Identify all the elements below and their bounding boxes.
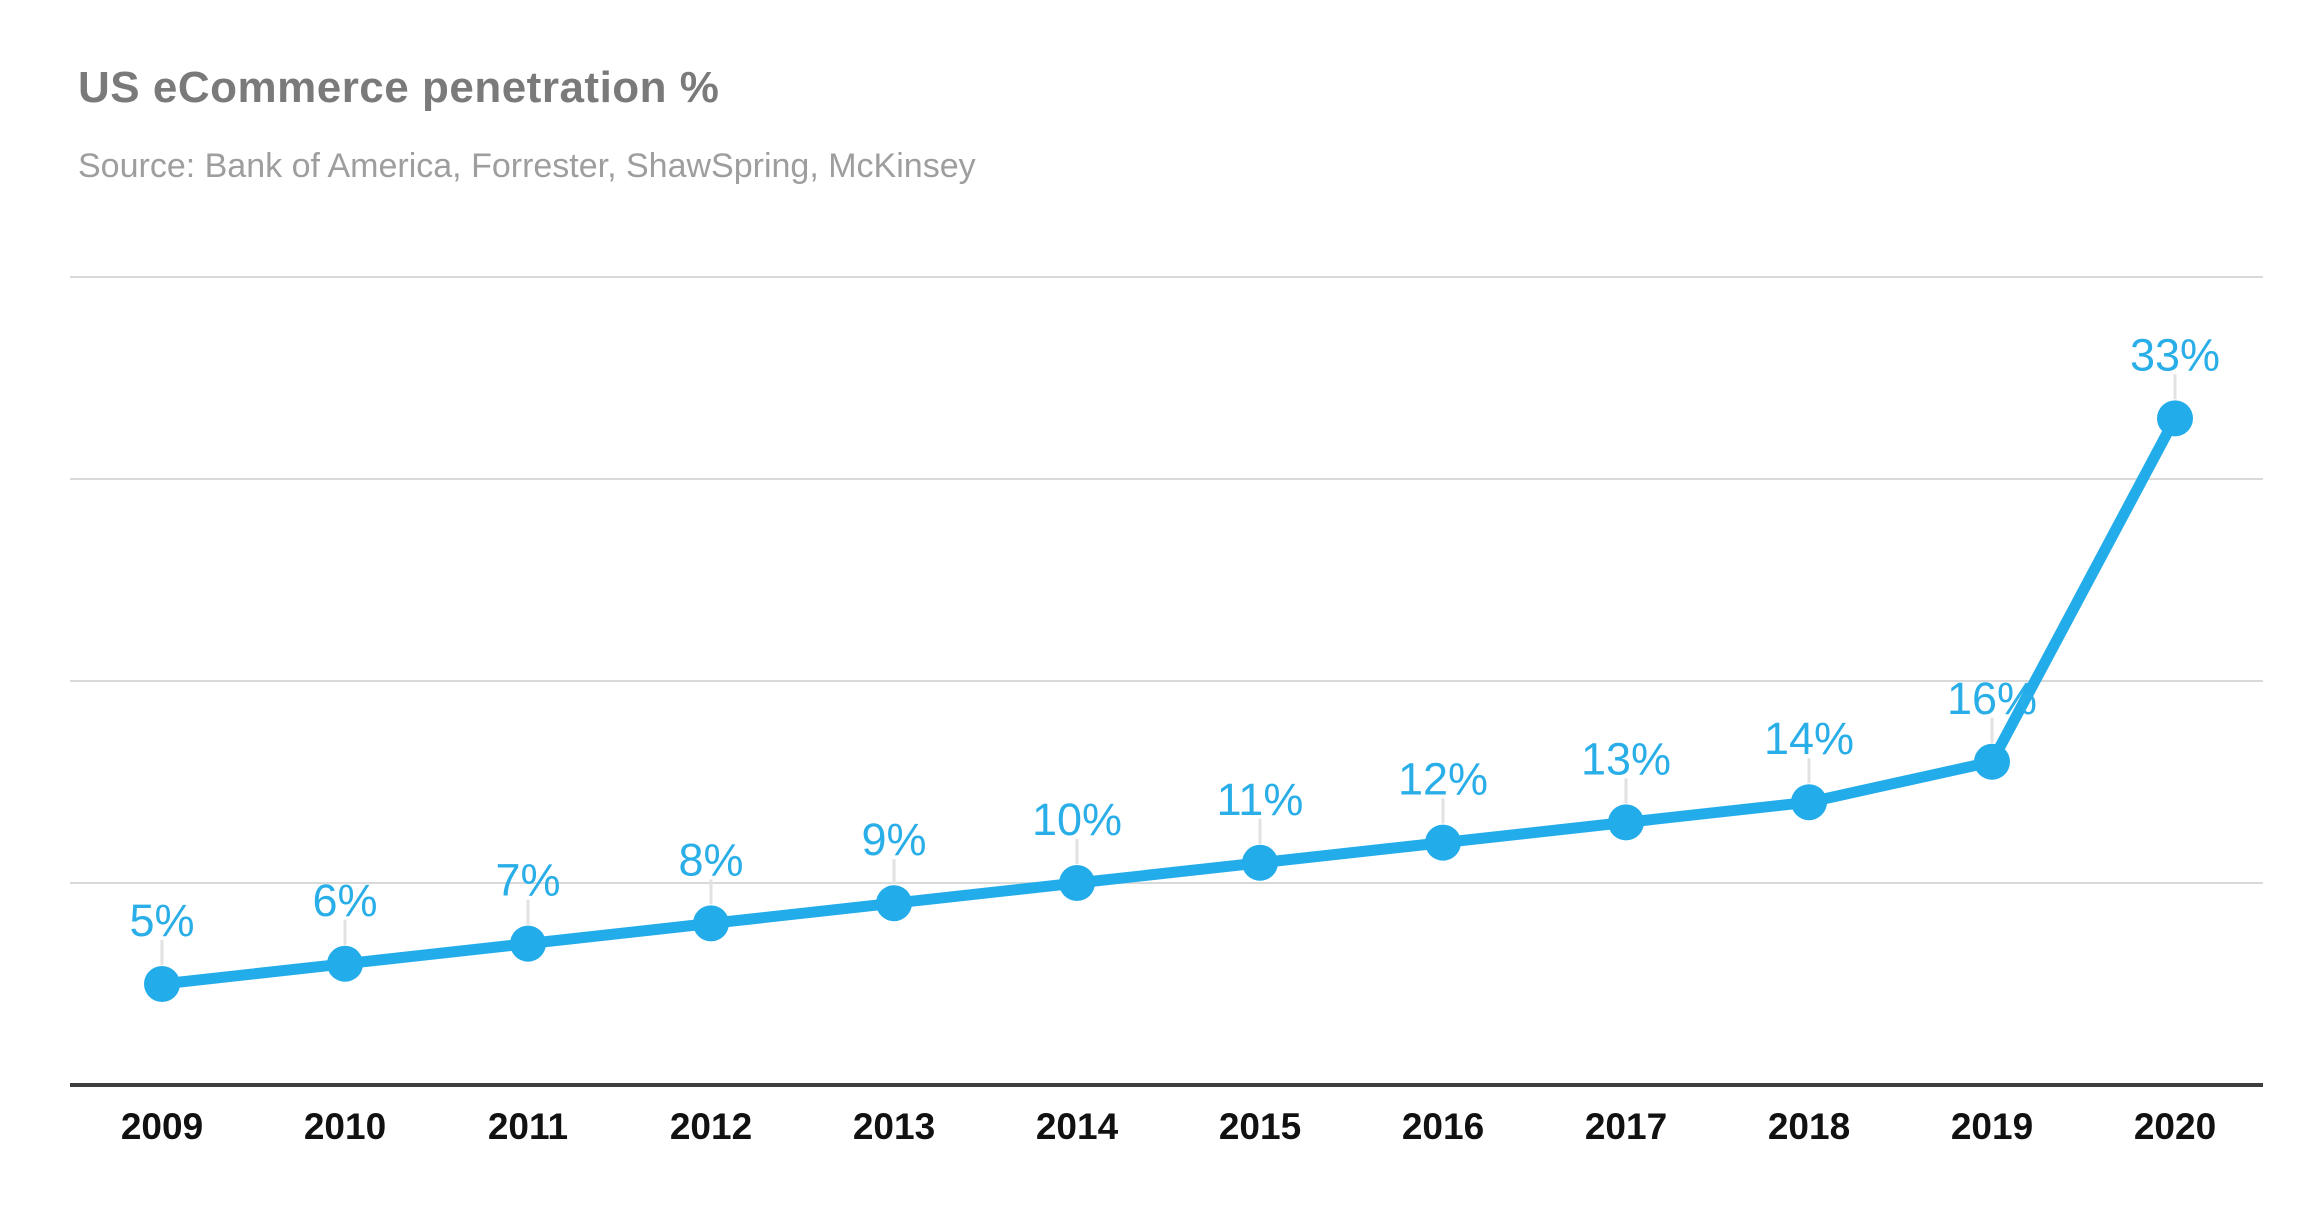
- x-axis-tick-label: 2015: [1219, 1106, 1301, 1147]
- data-point-marker: [327, 945, 363, 982]
- data-point-marker: [510, 925, 546, 962]
- x-axis-tick-label: 2009: [121, 1106, 203, 1147]
- data-point-label: 8%: [678, 834, 743, 885]
- data-point-label: 16%: [1947, 673, 2037, 724]
- data-point-marker: [1608, 804, 1644, 841]
- x-axis-tick-label: 2010: [304, 1106, 386, 1147]
- data-point-marker: [1059, 865, 1095, 901]
- x-axis-tick-label: 2018: [1768, 1106, 1850, 1147]
- data-point-marker: [2157, 400, 2193, 437]
- x-axis-tick-label: 2012: [670, 1106, 752, 1147]
- data-point-label: 5%: [129, 895, 194, 946]
- x-axis-tick-label: 2017: [1585, 1106, 1667, 1147]
- data-point-label: 10%: [1032, 794, 1122, 845]
- data-point-label: 14%: [1764, 713, 1854, 764]
- data-point-marker: [144, 966, 180, 1002]
- series-line: [156, 412, 2181, 990]
- data-point-marker: [1425, 824, 1461, 861]
- data-point-marker: [1791, 784, 1827, 821]
- x-axis-tick-label: 2013: [853, 1106, 935, 1147]
- data-point-marker: [876, 885, 912, 922]
- data-point-label: 33%: [2130, 329, 2220, 380]
- x-axis-tick-label: 2016: [1402, 1106, 1484, 1147]
- x-axis-tick-label: 2020: [2134, 1106, 2216, 1147]
- data-point-label: 7%: [495, 855, 560, 906]
- chart-title: US eCommerce penetration %: [78, 63, 720, 112]
- data-point-marker: [693, 905, 729, 942]
- data-point-marker: [1242, 844, 1278, 881]
- x-axis-tick-label: 2019: [1951, 1106, 2033, 1147]
- data-point-label: 9%: [861, 814, 926, 865]
- data-point-label: 12%: [1398, 754, 1488, 805]
- x-axis-tick-label: 2011: [488, 1106, 568, 1147]
- data-point-label: 6%: [312, 875, 377, 926]
- data-point-label: 11%: [1217, 774, 1304, 825]
- chart-source-note: Source: Bank of America, Forrester, Shaw…: [78, 147, 976, 185]
- data-point-label: 13%: [1581, 733, 1671, 784]
- data-point-marker: [1974, 743, 2010, 780]
- x-axis-tick-label: 2014: [1036, 1106, 1119, 1147]
